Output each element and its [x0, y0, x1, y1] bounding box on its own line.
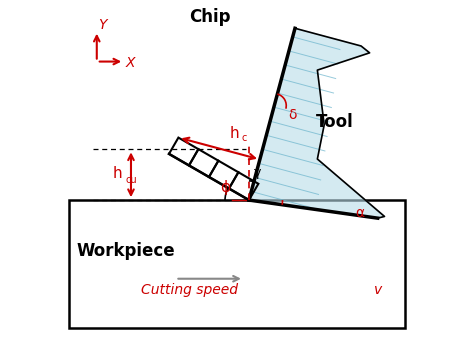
Text: Workpiece: Workpiece	[76, 242, 175, 261]
Text: X: X	[126, 56, 136, 70]
Text: Y: Y	[99, 18, 107, 32]
Text: Tool: Tool	[316, 113, 354, 131]
Text: Cutting speed: Cutting speed	[141, 283, 243, 297]
Text: cu: cu	[126, 175, 137, 185]
Text: v: v	[374, 283, 382, 297]
Polygon shape	[249, 28, 384, 218]
Text: δ: δ	[288, 108, 296, 122]
Text: γ: γ	[254, 166, 261, 179]
Text: α: α	[355, 206, 364, 220]
Text: h: h	[112, 166, 122, 181]
Text: ϕ: ϕ	[220, 180, 230, 195]
Bar	[69, 200, 405, 328]
Text: c: c	[241, 133, 247, 143]
Text: h: h	[229, 126, 239, 141]
Text: Chip: Chip	[189, 8, 231, 26]
